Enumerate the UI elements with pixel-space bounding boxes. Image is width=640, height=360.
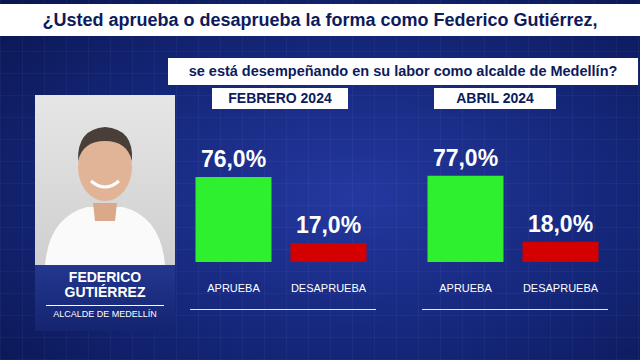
html-text:ALCALDE DE MEDELLÍN: ALCALDE DE MEDELLÍN xyxy=(53,309,157,319)
html-text:se está desempeñando en su lab: se está desempeñando en su labor como al… xyxy=(188,63,618,79)
html-text:ABRIL 2024: ABRIL 2024 xyxy=(456,90,534,106)
svg-text:76,0%: 76,0% xyxy=(201,146,266,172)
svg-text:APRUEBA: APRUEBA xyxy=(207,282,260,294)
svg-text:DESAPRUEBA: DESAPRUEBA xyxy=(291,282,367,294)
svg-text:18,0%: 18,0% xyxy=(528,211,593,237)
svg-text:77,0%: 77,0% xyxy=(433,145,498,171)
html-text:¿Usted aprueba o desaprueba la: ¿Usted aprueba o desaprueba la forma com… xyxy=(42,10,598,30)
html-text:GUTIÉRREZ: GUTIÉRREZ xyxy=(64,284,146,300)
svg-text:APRUEBA: APRUEBA xyxy=(439,282,492,294)
html-text:FEBRERO 2024: FEBRERO 2024 xyxy=(228,90,332,106)
svg-text:17,0%: 17,0% xyxy=(296,212,361,238)
html-text:FEDERICO: FEDERICO xyxy=(68,269,142,285)
svg-text:DESAPRUEBA: DESAPRUEBA xyxy=(523,282,599,294)
